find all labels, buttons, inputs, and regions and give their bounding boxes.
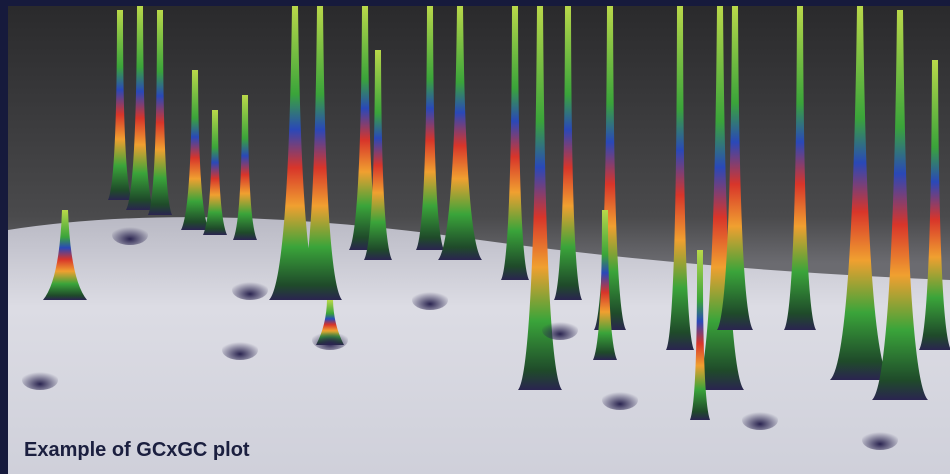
minor-peak (312, 330, 348, 350)
peak (666, 6, 694, 350)
peak (233, 95, 257, 240)
peak (784, 6, 816, 330)
peaks (22, 6, 950, 450)
minor-peak (742, 410, 778, 430)
peak (126, 6, 154, 210)
minor-peak (542, 320, 578, 340)
peak (364, 50, 392, 260)
peak (108, 10, 132, 200)
peak (717, 6, 753, 330)
peak (501, 6, 529, 280)
peak (872, 10, 928, 400)
minor-peak (22, 370, 58, 390)
peak (830, 6, 890, 380)
peak (349, 6, 381, 250)
peak (269, 6, 321, 300)
peak (416, 6, 444, 250)
minor-peak (222, 340, 258, 360)
minor-peak (232, 280, 268, 300)
peak (438, 6, 482, 260)
caption: Example of GCxGC plot (24, 439, 250, 461)
peak (554, 6, 582, 300)
peak (594, 6, 626, 330)
minor-peak (602, 390, 638, 410)
peak (298, 6, 342, 300)
peak (690, 250, 710, 420)
peak (203, 110, 227, 235)
minor-peak (862, 430, 898, 450)
peak (518, 6, 562, 390)
peak (43, 210, 87, 300)
peak (696, 6, 744, 390)
minor-peak (412, 290, 448, 310)
peak (593, 210, 617, 360)
peak (148, 10, 172, 215)
peak (181, 70, 209, 230)
peak (919, 60, 950, 350)
minor-peak (112, 225, 148, 245)
